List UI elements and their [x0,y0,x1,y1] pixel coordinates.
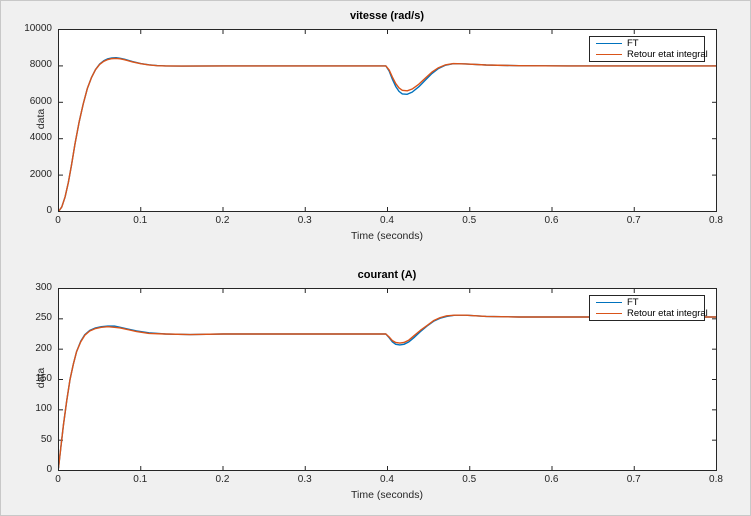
x-tick-label: 0.3 [297,215,312,226]
y-axis-label: data [35,108,47,130]
x-tick-label: 0.8 [709,215,723,226]
y-tick-label: 8000 [29,59,52,71]
x-tick-label: 0 [55,474,61,485]
x-tick-label: 0.3 [297,474,312,485]
plot-title: vitesse (rad/s) [350,10,424,22]
series-line-retour-etat-integral [58,314,717,469]
x-tick-label: 0.1 [133,474,148,485]
y-axis-label: data [35,367,47,389]
axes-box [58,288,717,471]
x-tick-label: 0 [55,215,61,226]
y-tick-label: 300 [35,282,52,293]
legend-line-sample-icon [596,54,622,55]
x-axis-label: Time (seconds) [351,230,423,242]
y-tick-label: 10000 [24,23,52,34]
legend-entry-label: Retour etat integral [627,308,708,319]
x-tick-label: 0.2 [215,215,230,226]
x-tick-label: 0.5 [462,215,477,226]
x-tick-label: 0.4 [380,215,394,226]
y-tick-label: 6000 [29,95,52,107]
x-tick-label: 0.7 [626,474,641,485]
legend-line-sample-icon [596,43,622,44]
legend-entry: Retour etat integral [590,308,708,319]
x-tick-label: 0.6 [544,474,559,485]
y-tick-label: 250 [35,312,52,324]
legend-entry-label: Retour etat integral [627,49,708,60]
legend-entry-label: FT [627,38,639,49]
x-tick-label: 0.5 [462,474,477,485]
axes-box [58,29,717,212]
legend-entry: Retour etat integral [590,49,708,60]
x-tick-label: 0.8 [709,474,723,485]
plot-title: courant (A) [357,269,417,281]
x-tick-label: 0.1 [133,215,148,226]
y-tick-label: 200 [35,342,52,354]
legend[interactable]: FT Retour etat integral [589,295,708,321]
x-axis-label: Time (seconds) [351,489,423,501]
y-tick-label: 2000 [29,168,52,180]
x-tick-label: 0.7 [626,215,641,226]
legend-entry-label: FT [627,297,639,308]
y-tick-label: 100 [35,403,52,415]
legend-line-sample-icon [596,313,622,314]
x-tick-label: 0.6 [544,215,559,226]
x-tick-label: 0.2 [215,474,230,485]
y-tick-label: 4000 [29,132,52,144]
legend-entry: FT [590,38,704,49]
y-tick-label: 50 [40,433,52,445]
series-line-retour-etat-integral [58,57,717,212]
legend-line-sample-icon [596,302,622,303]
legend-entry: FT [590,297,704,308]
y-tick-label: 0 [46,464,52,475]
y-tick-label: 150 [35,373,52,384]
x-tick-label: 0.4 [380,474,394,485]
legend[interactable]: FT Retour etat integral [589,36,708,62]
y-tick-label: 0 [46,205,52,216]
